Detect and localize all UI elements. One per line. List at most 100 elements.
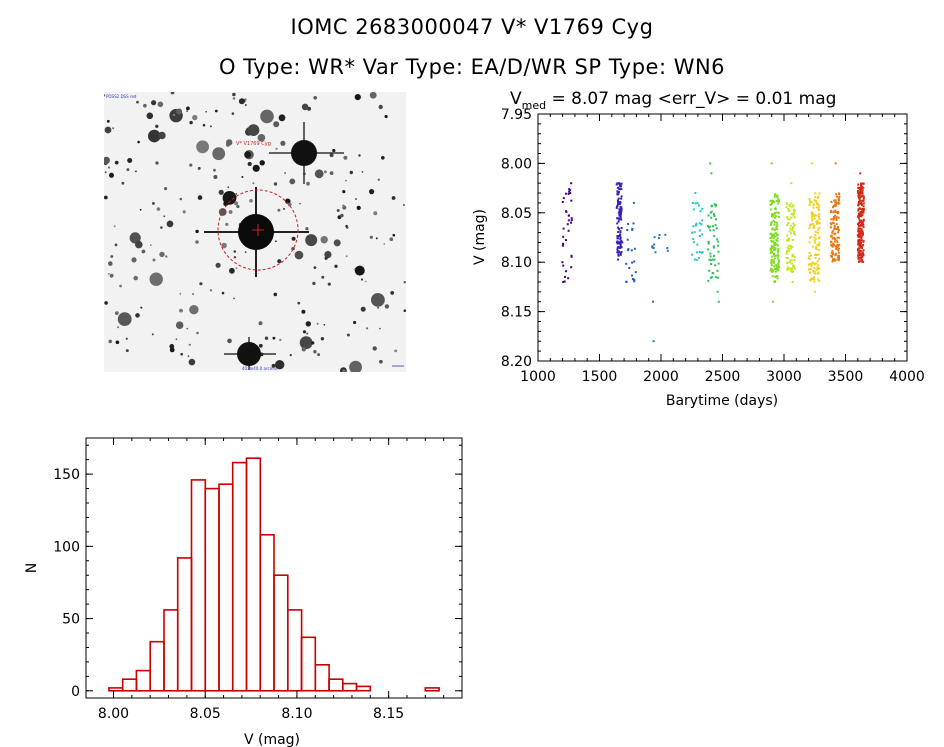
finder-star (333, 239, 341, 247)
lc-point (808, 255, 811, 258)
finder-star (151, 333, 154, 336)
lc-point (862, 195, 865, 198)
finder-star (258, 343, 263, 348)
lc-point (787, 239, 790, 242)
lc-point (859, 240, 862, 243)
lc-point (861, 222, 864, 225)
lc-point (707, 242, 710, 245)
finder-star (179, 197, 183, 201)
finder-star (186, 110, 189, 113)
lc-point (813, 276, 815, 279)
lc-point (813, 224, 816, 227)
lc-point (776, 228, 779, 231)
target-star (204, 187, 309, 277)
lc-point (789, 227, 792, 230)
lc-point (715, 218, 717, 221)
lc-x-tick-label: 1000 (520, 369, 556, 385)
finder-star (377, 306, 380, 309)
finder-star (179, 308, 183, 313)
lc-point (617, 253, 620, 256)
finder-star (345, 179, 347, 182)
lc-point (771, 199, 773, 202)
lc-point (859, 189, 862, 192)
lc-point (772, 261, 775, 264)
finder-star (196, 331, 199, 335)
lc-point (831, 244, 834, 246)
lc-point (771, 275, 774, 278)
lc-point (714, 205, 717, 208)
finder-star (213, 168, 216, 172)
lc-point (697, 257, 700, 260)
lc-point (858, 238, 861, 241)
finder-star (165, 255, 168, 258)
lc-point (619, 245, 622, 248)
finder-star (163, 215, 166, 218)
hist-x-tick-label: 8.15 (373, 706, 404, 722)
lc-point (817, 207, 820, 210)
lc-point (829, 211, 832, 213)
lc-point (837, 201, 840, 204)
lc-point (834, 237, 837, 240)
finder-star (104, 301, 108, 305)
lc-point (616, 242, 619, 245)
lc-point (786, 256, 789, 259)
lc-point (817, 264, 820, 267)
lc-point (816, 197, 819, 200)
lc-point (773, 221, 776, 224)
lc-point (860, 260, 863, 263)
lc-point (813, 199, 816, 202)
lc-point (858, 244, 861, 247)
lc-point (838, 199, 840, 202)
finder-star (320, 236, 328, 244)
lc-point (616, 186, 619, 189)
lc-point (832, 211, 835, 214)
lc-point (811, 212, 814, 214)
finder-star (329, 153, 334, 158)
lc-point (810, 236, 813, 239)
lc-point (834, 252, 837, 255)
lc-point (770, 264, 773, 267)
hist-plot-frame (85, 437, 463, 699)
lc-point (861, 189, 864, 192)
lc-point (769, 237, 772, 240)
lc-point (832, 258, 834, 261)
lc-point (811, 217, 814, 220)
lc-point (813, 272, 816, 275)
lc-point (567, 192, 570, 195)
lc-point (773, 257, 776, 260)
lc-point (708, 225, 711, 228)
finder-star (313, 350, 317, 354)
lc-x-tick-label: 1500 (582, 369, 618, 385)
lc-point (698, 235, 701, 237)
finder-star (235, 267, 238, 270)
lc-point (773, 254, 776, 257)
finder-star (244, 251, 247, 254)
lc-point (861, 255, 864, 258)
finder-star (327, 282, 331, 286)
lc-point (818, 209, 820, 211)
lc-point (859, 199, 862, 202)
lc-point (830, 223, 833, 226)
lc-point (786, 202, 788, 205)
lc-point (618, 182, 621, 185)
lc-point (858, 260, 861, 263)
lc-point (565, 210, 568, 213)
lc-point (860, 186, 863, 189)
finder-star (164, 187, 168, 191)
lc-point (809, 199, 812, 202)
lc-point (770, 262, 773, 265)
finder-star (213, 175, 218, 179)
finder-star (226, 139, 233, 146)
lc-point (833, 228, 836, 231)
lc-point (857, 227, 860, 230)
lc-point (832, 217, 835, 220)
lc-point (620, 239, 623, 242)
lc-point (562, 264, 565, 267)
lc-point (616, 222, 619, 225)
lc-point (862, 260, 865, 263)
finder-star (264, 336, 269, 340)
lc-point (770, 162, 773, 165)
lc-point (616, 217, 619, 220)
finder-star (244, 151, 252, 159)
lc-point (617, 245, 620, 248)
